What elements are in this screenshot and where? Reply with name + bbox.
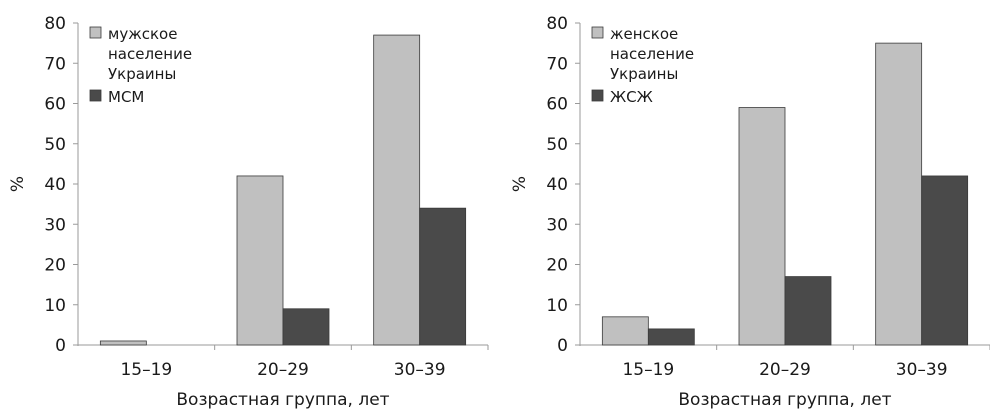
y-tick-label-1-80: 80 (546, 14, 568, 34)
x-tick-label-0-2: 30–39 (394, 360, 446, 380)
y-axis-label-1: % (510, 176, 530, 192)
y-tick-label-1-50: 50 (546, 135, 568, 155)
legend-label-0-1-0: МСМ (108, 88, 144, 106)
y-tick-label-0-50: 50 (44, 135, 66, 155)
x-tick-label-1-1: 20–29 (759, 360, 811, 380)
y-tick-label-1-20: 20 (546, 256, 568, 276)
legend-swatch-0-1 (89, 89, 102, 102)
bar-1-0-1 (738, 107, 786, 346)
bar-0-0-0 (99, 340, 147, 346)
y-tick-label-0-0: 0 (55, 336, 66, 356)
x-axis-label-0: Возрастная группа, лет (176, 390, 389, 410)
y-tick-label-0-40: 40 (44, 175, 66, 195)
bar-1-1-1 (784, 276, 832, 346)
y-tick-label-1-30: 30 (546, 215, 568, 235)
bar-0-1-2 (419, 207, 467, 346)
x-tick-label-0-1: 20–29 (257, 360, 309, 380)
y-tick-label-0-20: 20 (44, 256, 66, 276)
legend-label-0-0-1: население (108, 45, 192, 63)
y-tick-label-1-10: 10 (546, 296, 568, 316)
y-tick-label-0-60: 60 (44, 95, 66, 115)
x-tick-label-1-2: 30–39 (896, 360, 948, 380)
bar-0-1-1 (282, 308, 330, 346)
x-axis-label-1: Возрастная группа, лет (678, 390, 891, 410)
x-tick-label-1-0: 15–19 (622, 360, 674, 380)
legend-swatch-1-0 (591, 26, 604, 39)
bar-0-0-1 (236, 175, 284, 346)
legend-label-1-0-1: население (610, 45, 694, 63)
y-tick-label-1-0: 0 (557, 336, 568, 356)
bar-1-0-2 (875, 42, 923, 346)
legend-swatch-0-0 (89, 26, 102, 39)
x-tick-label-0-0: 15–19 (120, 360, 172, 380)
bar-1-1-0 (647, 328, 695, 346)
y-axis-label-0: % (8, 176, 28, 192)
y-tick-label-0-80: 80 (44, 14, 66, 34)
bar-1-0-0 (601, 316, 649, 346)
y-tick-label-0-10: 10 (44, 296, 66, 316)
y-tick-label-0-30: 30 (44, 215, 66, 235)
legend-label-1-0-2: Украины (610, 65, 678, 83)
legend-label-1-1-0: ЖСЖ (610, 88, 653, 106)
legend-label-0-0-0: мужское (108, 25, 177, 43)
bar-0-0-2 (373, 34, 421, 346)
y-tick-label-0-70: 70 (44, 54, 66, 74)
legend-swatch-1-1 (591, 89, 604, 102)
bar-1-1-2 (921, 175, 969, 346)
y-tick-label-1-60: 60 (546, 95, 568, 115)
legend-label-0-0-2: Украины (108, 65, 176, 83)
legend-label-1-0-0: женское (610, 25, 678, 43)
y-tick-label-1-70: 70 (546, 54, 568, 74)
y-tick-label-1-40: 40 (546, 175, 568, 195)
